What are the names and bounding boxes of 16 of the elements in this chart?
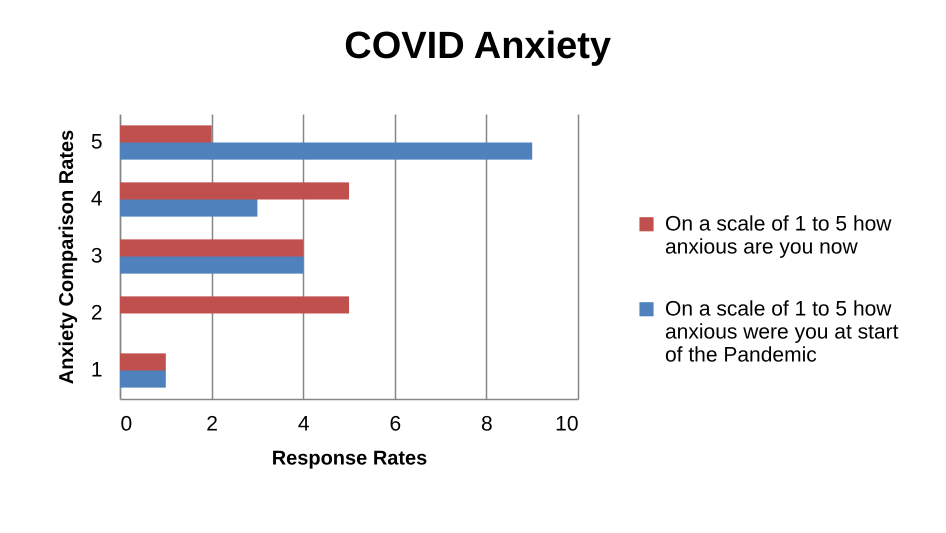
x-axis-title: Response Rates xyxy=(272,448,428,470)
y-tick-label: 5 xyxy=(90,130,102,154)
y-tick-label: 2 xyxy=(90,302,102,324)
y-tick-label: 1 xyxy=(90,358,102,382)
y-tick-label: 3 xyxy=(90,244,102,268)
y-tick-label: 4 xyxy=(90,188,103,210)
x-tick-label: 4 xyxy=(298,412,310,436)
x-tick-label: 0 xyxy=(120,412,132,436)
x-tick-label: 10 xyxy=(555,412,578,436)
legend-label: On a scale of 1 to 5 how anxious are you now xyxy=(665,212,892,258)
x-tick-label: 6 xyxy=(389,412,402,436)
legend-label: On a scale of 1 to 5 how anxious were you at start of the Pandemic xyxy=(665,297,899,366)
x-tick-label: 2 xyxy=(206,412,218,436)
chart-title: COVID Anxiety xyxy=(344,25,612,67)
x-tick-label: 8 xyxy=(481,412,493,436)
y-axis-title: Anxiety Comparison Rates xyxy=(56,130,78,384)
